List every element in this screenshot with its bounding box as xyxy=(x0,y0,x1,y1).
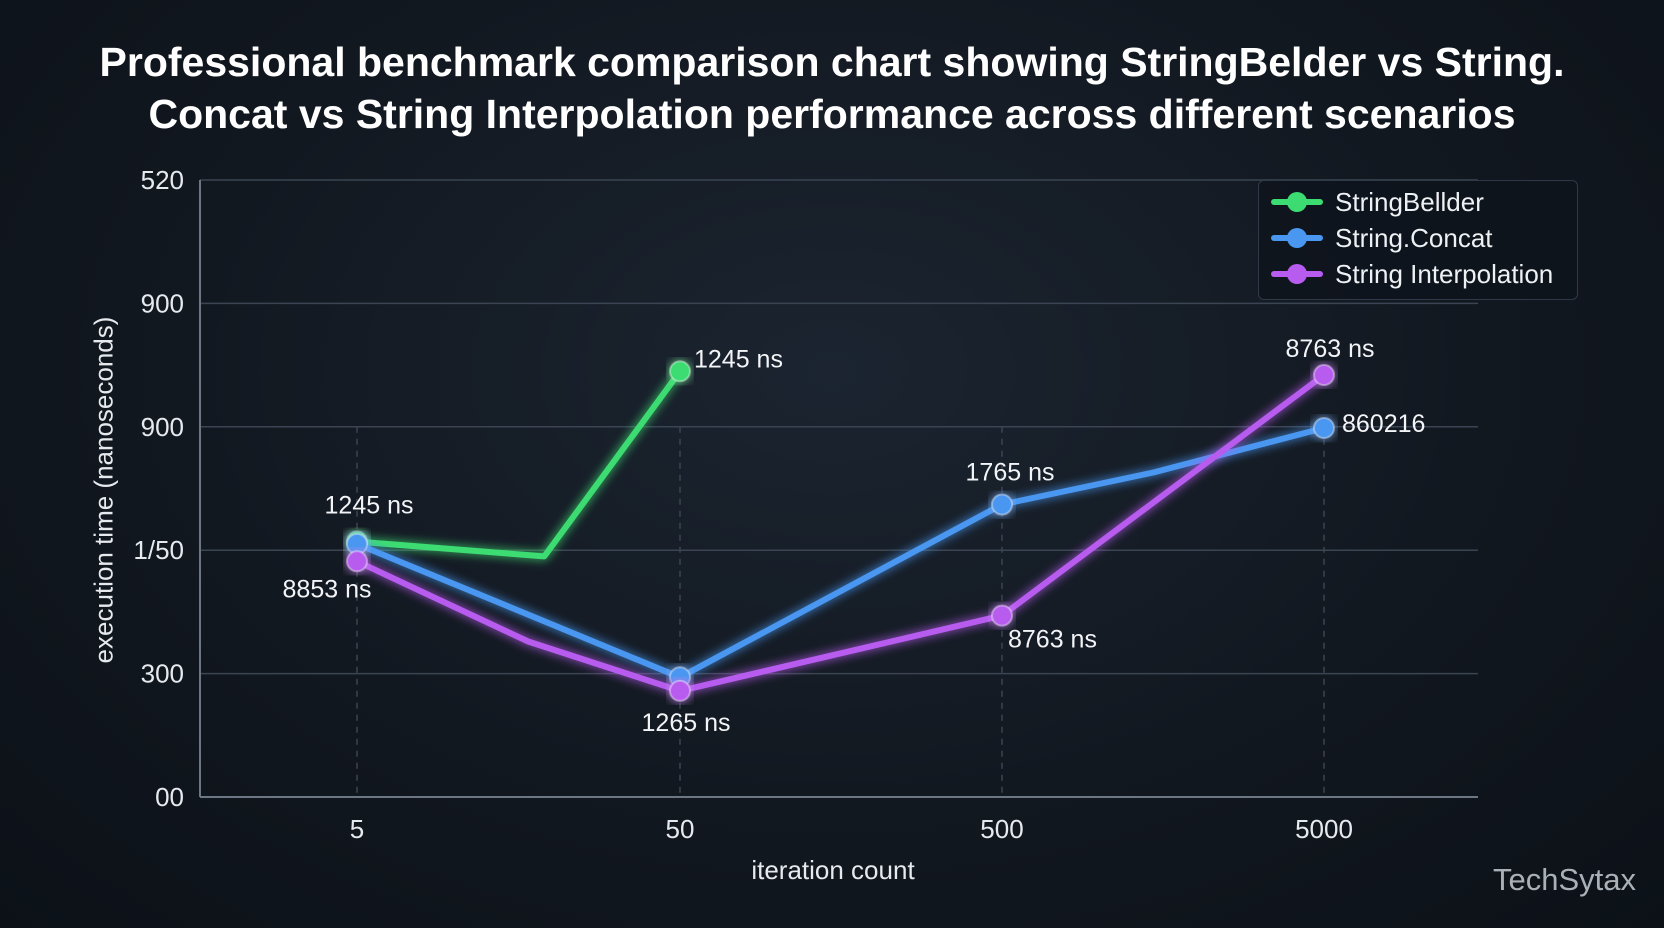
y-tick-label: 00 xyxy=(155,782,184,812)
x-tick-label: 500 xyxy=(980,814,1023,844)
x-tick-label: 5000 xyxy=(1295,814,1353,844)
data-point xyxy=(346,550,368,573)
y-axis-label: execution time (nanoseconds) xyxy=(88,316,119,664)
data-label: 1245 ns xyxy=(694,345,783,373)
grid-layer xyxy=(199,179,1478,798)
data-label-layer: 1245 ns 1245 ns 1765 ns 860216 8853 ns 1265 n… xyxy=(283,335,1426,737)
legend: StringBellder String.Concat String Inter… xyxy=(1258,180,1578,300)
data-point xyxy=(669,679,691,702)
data-label: 8763 ns xyxy=(1286,335,1375,363)
legend-item-interpolation: String Interpolation xyxy=(1271,257,1553,291)
data-point xyxy=(991,604,1013,627)
data-point xyxy=(1313,417,1335,440)
watermark: TechSytax xyxy=(1492,862,1636,897)
y-tick-label: 300 xyxy=(141,659,184,689)
legend-label-interpolation: String Interpolation xyxy=(1335,258,1554,289)
legend-swatch-interpolation xyxy=(1271,264,1323,284)
y-tick-label: 1/50 xyxy=(133,535,184,565)
chart-title-line-2: Concat vs String Interpolation performan… xyxy=(148,91,1516,137)
chart-title-line-1: Professional benchmark comparison chart … xyxy=(99,39,1565,85)
series-line-0 xyxy=(354,368,683,560)
data-label: 860216 xyxy=(1342,410,1425,438)
legend-swatch-stringbuilder xyxy=(1271,192,1323,212)
series-layer xyxy=(346,360,1335,702)
legend-swatch-concat xyxy=(1271,228,1323,248)
data-label: 1765 ns xyxy=(966,459,1055,487)
legend-item-stringbuilder: StringBellder xyxy=(1271,185,1484,219)
x-tick-label: 50 xyxy=(666,814,695,844)
data-label: 8763 ns xyxy=(1008,626,1097,654)
x-axis-label: iteration count xyxy=(751,855,915,885)
y-tick-label: 900 xyxy=(141,412,184,442)
data-label: 8853 ns xyxy=(283,575,372,603)
data-label: 1265 ns xyxy=(642,709,731,737)
legend-label-concat: String.Concat xyxy=(1335,222,1493,253)
data-point xyxy=(1313,363,1335,386)
data-point xyxy=(991,493,1013,516)
legend-label-stringbuilder: StringBellder xyxy=(1335,186,1484,217)
tick-layer: 00 300 1/50 900 900 520 5 50 500 5000 xyxy=(133,165,1353,844)
chart-title: Professional benchmark comparison chart … xyxy=(0,36,1664,140)
legend-item-concat: String.Concat xyxy=(1271,221,1493,255)
y-tick-label: 900 xyxy=(141,288,184,318)
data-label: 1245 ns xyxy=(325,492,414,520)
series-line-2 xyxy=(354,372,1327,694)
y-tick-label: 520 xyxy=(141,165,184,195)
x-tick-label: 5 xyxy=(350,814,364,844)
data-point xyxy=(669,360,691,383)
